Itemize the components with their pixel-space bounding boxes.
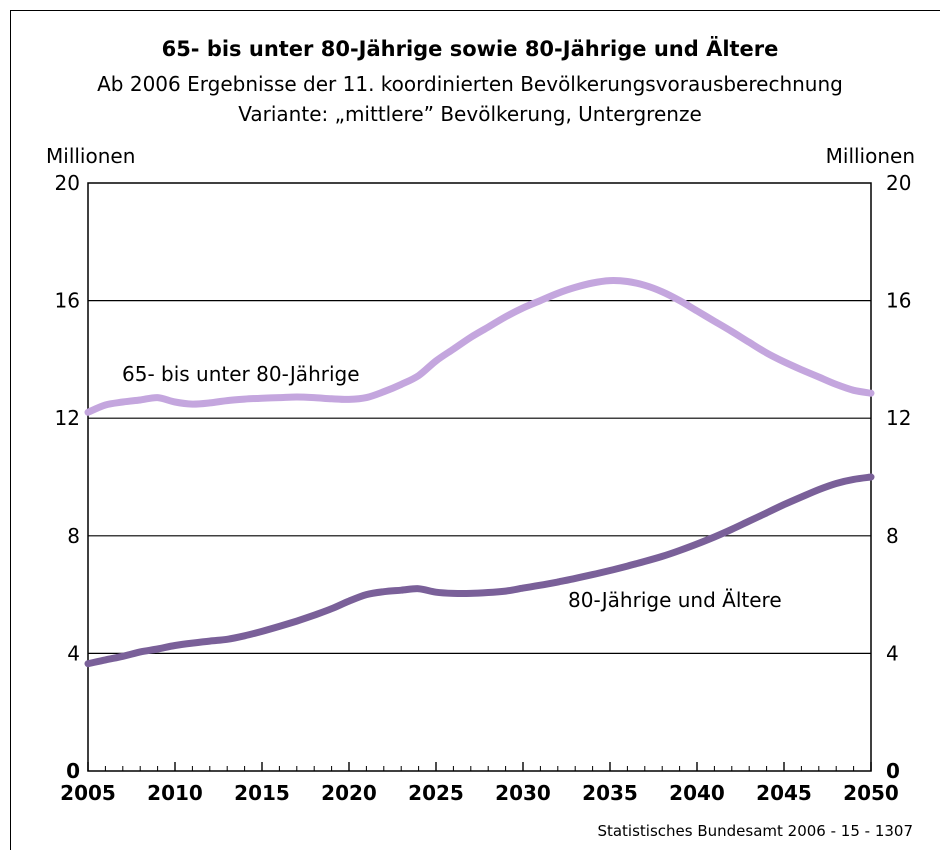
gridlines [88, 300, 871, 655]
y-tick-right-8: 8 [886, 524, 899, 548]
chart-subtitle-line-1: Ab 2006 Ergebnisse der 11. koordinierten… [97, 72, 843, 96]
x-tick-label-2020: 2020 [321, 781, 377, 805]
y-axis-right-unit: Millionen [826, 144, 915, 168]
series-lines [84, 277, 875, 668]
x-tick-label-2035: 2035 [582, 781, 638, 805]
chart-frame [10, 10, 940, 850]
y-tick-right-0: 0 [886, 759, 900, 783]
y-tick-right-12: 12 [886, 406, 911, 430]
x-tick-label-2010: 2010 [147, 781, 203, 805]
y-tick-left-12: 12 [55, 406, 80, 430]
y-tick-left-4: 4 [67, 641, 80, 665]
y-tick-left-0: 0 [66, 759, 80, 783]
y-tick-left-16: 16 [55, 289, 80, 313]
y-tick-right-4: 4 [886, 641, 899, 665]
series-line-65-80 [84, 277, 875, 416]
x-tick-label-2005: 2005 [60, 781, 116, 805]
y-tick-left-20: 20 [55, 171, 80, 195]
chart-subtitle-line-2: Variante: „mittlere” Bevölkerung, Unterg… [238, 102, 702, 126]
y-axis-right: 0 4 8 12 16 20 [886, 171, 911, 783]
series-label-80-plus: 80-Jährige und Ältere [568, 588, 782, 612]
series-label-65-80: 65- bis unter 80-Jährige [122, 362, 360, 386]
chart-title: 65- bis unter 80-Jährige sowie 80-Jährig… [162, 36, 779, 61]
x-axis: 2005 2010 2015 2020 2025 2030 2035 2040 2045 2050 [60, 762, 899, 805]
y-tick-left-8: 8 [67, 524, 80, 548]
x-tick-label-2040: 2040 [669, 781, 725, 805]
x-tick-label-2030: 2030 [495, 781, 551, 805]
y-tick-right-16: 16 [886, 289, 911, 313]
y-tick-right-20: 20 [886, 171, 911, 195]
plot-area [87, 182, 872, 772]
x-tick-label-2025: 2025 [408, 781, 464, 805]
x-tick-label-2050: 2050 [843, 781, 899, 805]
x-tick-label-2045: 2045 [756, 781, 812, 805]
series-line-80-plus [84, 473, 875, 668]
source-note: Statistisches Bundesamt 2006 - 15 - 1307 [597, 822, 913, 840]
y-axis-left: 0 4 8 12 16 20 [55, 171, 80, 783]
x-tick-label-2015: 2015 [234, 781, 290, 805]
y-axis-left-unit: Millionen [46, 144, 135, 168]
